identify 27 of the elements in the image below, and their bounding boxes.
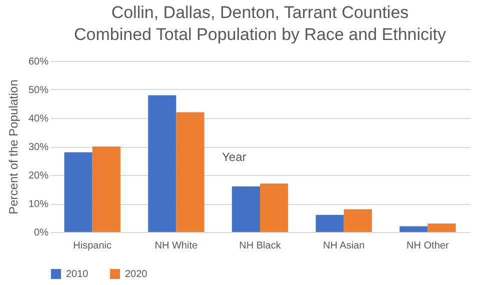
bar <box>232 186 260 232</box>
chart-title: Collin, Dallas, Denton, Tarrant Counties Combined Total Population by Race and Ethnicity <box>74 3 447 44</box>
y-axis-title: Percent of the Population <box>6 80 20 214</box>
x-tick-label: NH Asian <box>322 240 365 252</box>
legend-label: 2010 <box>66 269 89 280</box>
bar <box>260 184 288 232</box>
x-tick-label: NH Black <box>239 240 282 252</box>
y-tick-label: 30% <box>28 142 49 153</box>
x-tick-label: NH Other <box>406 240 450 252</box>
bar <box>64 152 92 232</box>
bar <box>316 214 344 232</box>
y-tick-label: 50% <box>28 85 49 96</box>
y-tick-label: 0% <box>34 228 49 238</box>
y-tick-label: 20% <box>28 170 49 182</box>
annotation: Year <box>222 150 246 164</box>
bar <box>428 223 456 232</box>
y-tick-label: 60% <box>28 56 49 68</box>
x-tick-label: NH White <box>154 240 198 252</box>
bar <box>92 146 120 232</box>
y-tick-label: 10% <box>28 199 49 210</box>
bar <box>400 226 428 232</box>
y-tick-label: 40% <box>28 114 49 124</box>
bar <box>148 95 176 232</box>
legend-label: 2020 <box>125 269 148 280</box>
bar <box>344 209 372 232</box>
bar <box>176 112 204 232</box>
x-tick-label: Hispanic <box>73 240 112 252</box>
